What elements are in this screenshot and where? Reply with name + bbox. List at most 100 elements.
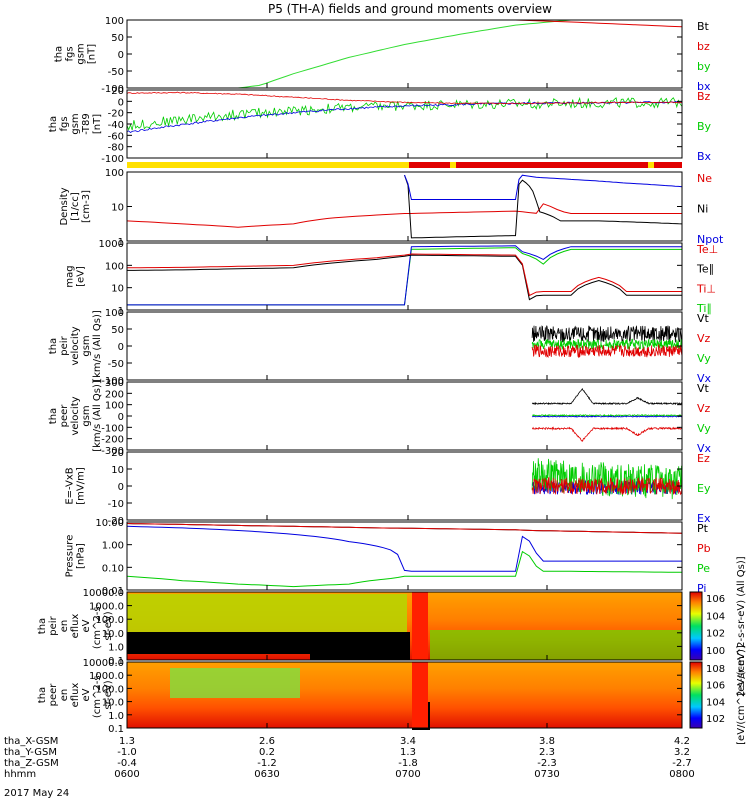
series-Npot bbox=[404, 174, 683, 200]
y-tick-label: -50 bbox=[108, 67, 124, 78]
colorbar-label: [eV/(cm^2-s-sr-eV) (All Qs)] bbox=[736, 556, 747, 695]
x-tick-label: 0600 bbox=[114, 769, 139, 780]
y-tick-label: -100 bbox=[101, 423, 124, 434]
quality-bar bbox=[127, 162, 682, 168]
y-axis-label: [nPa] bbox=[76, 543, 87, 569]
y-axis-label: en bbox=[59, 689, 70, 702]
panel-fgs: 100 50 0 -50 -100 tha fgs gsm [nT] Bt bz by bx bbox=[54, 16, 711, 95]
panel-pressure: 10.00 1.00 0.10 0.01 Pressure [nPa] Pt Pb Pe Pi bbox=[65, 518, 711, 597]
legend-entry: Bx bbox=[697, 150, 712, 163]
y-tick-label: 100 bbox=[105, 16, 124, 27]
series-Vt bbox=[531, 325, 683, 343]
quality-segment bbox=[450, 162, 456, 168]
x-tick-label: -1.2 bbox=[257, 758, 277, 769]
y-tick-label: 10.00 bbox=[95, 518, 124, 529]
panel-frame bbox=[126, 661, 683, 729]
legend-entry: Te⊥ bbox=[696, 243, 718, 256]
colorbar-tick-label: 102 bbox=[706, 629, 725, 640]
y-tick-label: 1000.0 bbox=[89, 671, 124, 682]
series-Vz bbox=[531, 343, 683, 359]
y-tick-label: 20 bbox=[111, 86, 124, 97]
y-axis-label: [km/s (All Qs)] bbox=[92, 310, 103, 382]
y-tick-label: 100.0 bbox=[95, 684, 124, 695]
y-axis-label: tha bbox=[48, 116, 59, 132]
spectrogram-band bbox=[170, 668, 300, 698]
y-axis-label: [nT] bbox=[92, 114, 103, 134]
series-Ne bbox=[126, 203, 682, 228]
y-tick-label: 10 bbox=[111, 203, 124, 214]
legend-entry: Bz bbox=[697, 90, 711, 103]
colorbar-tick-label: 106 bbox=[706, 594, 725, 605]
spectrogram-peir-spectrum bbox=[127, 592, 682, 660]
spectrogram-band bbox=[127, 594, 407, 634]
panel-temperature: 1000 100 10 1 mag [eV] Te⊥ Te∥ Ti⊥ Ti∥ bbox=[65, 239, 719, 317]
colorbar bbox=[689, 661, 703, 729]
y-tick-label: 200 bbox=[105, 389, 124, 400]
y-tick-label: -40 bbox=[108, 120, 124, 131]
legend-entry: Ti⊥ bbox=[696, 282, 716, 295]
y-tick-label: 50 bbox=[111, 33, 124, 44]
x-row-label: tha_Y-GSM bbox=[4, 747, 57, 758]
y-tick-label: 0.10 bbox=[102, 563, 124, 574]
legend-entry: Te∥ bbox=[696, 263, 714, 276]
panel-frame bbox=[126, 521, 683, 591]
quality-segment bbox=[409, 162, 682, 168]
y-tick-label: 10 bbox=[111, 465, 124, 476]
x-tick-label: 1.3 bbox=[400, 747, 416, 758]
y-axis-label: peer bbox=[48, 683, 59, 707]
spectrogram-gap bbox=[310, 632, 410, 660]
panel-frame bbox=[126, 591, 683, 661]
y-axis-label: Density bbox=[59, 187, 70, 225]
legend-entry: Vy bbox=[697, 352, 711, 365]
y-tick-label: 10.0 bbox=[102, 698, 124, 709]
y-tick-label: 1000 bbox=[99, 239, 124, 250]
y-axis-label: eflux bbox=[70, 683, 81, 708]
y-tick-label: 1 bbox=[118, 237, 124, 248]
x-tick-label: 0630 bbox=[254, 769, 279, 780]
colorbar bbox=[689, 591, 703, 661]
x-tick-label: 4.2 bbox=[674, 736, 690, 747]
legend-entry: bz bbox=[697, 40, 710, 53]
x-tick-label: 0800 bbox=[669, 769, 694, 780]
y-axis-label: peir bbox=[48, 615, 59, 635]
y-axis-label: Pressure bbox=[65, 535, 76, 578]
y-axis-label: [1/cc] bbox=[70, 192, 81, 221]
y-axis-label: tha bbox=[37, 618, 48, 634]
y-axis-label: gsm bbox=[81, 405, 92, 426]
y-tick-label: -100 bbox=[101, 154, 124, 165]
y-axis-label: peir bbox=[59, 335, 70, 355]
y-axis-label: eflux bbox=[70, 614, 81, 639]
y-tick-label: -100 bbox=[101, 376, 124, 387]
y-tick-label: 50 bbox=[111, 325, 124, 336]
series-Vx bbox=[531, 415, 683, 418]
series-bz bbox=[127, 19, 683, 28]
panel-frame bbox=[126, 242, 683, 311]
y-axis-label: tha bbox=[48, 408, 59, 424]
legend-entry: Ne bbox=[697, 172, 712, 185]
y-tick-label: 0.1 bbox=[108, 656, 124, 667]
colorbar-tick-label: 102 bbox=[706, 714, 725, 725]
x-tick-label: 2.3 bbox=[539, 747, 555, 758]
series-Te⊥ bbox=[127, 245, 682, 306]
y-tick-label: 1.0 bbox=[108, 642, 124, 653]
y-axis-label: en bbox=[59, 620, 70, 633]
legend-entry: By bbox=[697, 120, 712, 133]
y-tick-label: 10 bbox=[111, 284, 124, 295]
legend-entry: Pi bbox=[697, 582, 706, 595]
legend-entry: by bbox=[697, 60, 711, 73]
legend-entry: Ez bbox=[697, 452, 710, 465]
y-axis-label: (cm^2-s- bbox=[92, 671, 103, 718]
x-tick-label: -0.4 bbox=[117, 758, 137, 769]
y-axis-label: fgs bbox=[65, 46, 76, 61]
spectrogram-band bbox=[430, 630, 682, 660]
legend-entry: Ey bbox=[697, 482, 711, 495]
y-tick-label: 0 bbox=[118, 97, 124, 108]
y-tick-label: 10000.0 bbox=[83, 658, 124, 669]
date-label: 2017 May 24 bbox=[4, 788, 69, 799]
y-axis-label: [eV] bbox=[76, 266, 87, 287]
legend-entry: Ti∥ bbox=[696, 302, 712, 315]
quality-segment bbox=[127, 162, 409, 168]
series-Vt bbox=[531, 387, 683, 406]
y-tick-label: -80 bbox=[108, 143, 124, 154]
